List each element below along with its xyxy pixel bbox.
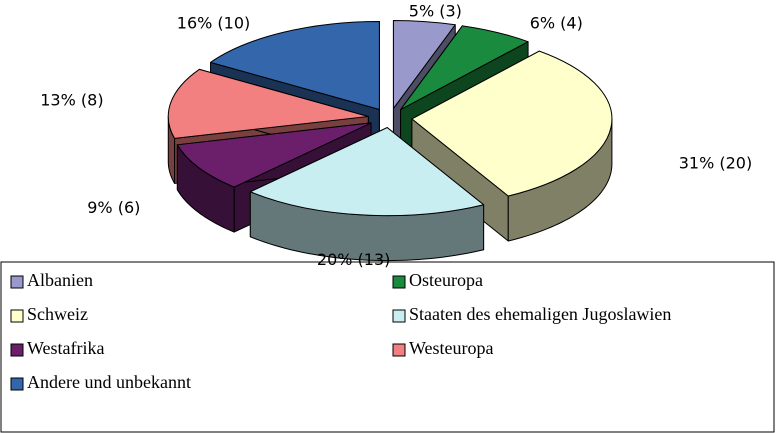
slice [411, 50, 613, 242]
data-label: 6% (4) [530, 13, 583, 32]
slice-top [249, 127, 485, 217]
legend-label: Schweiz [27, 304, 88, 324]
slice-top [176, 122, 372, 188]
slice-top [392, 19, 456, 109]
legend-label: Andere und unbekannt [27, 372, 191, 392]
slice-top [167, 68, 369, 139]
legend-label: Osteuropa [409, 270, 483, 290]
legend-label: Staaten des ehemaligen Jugoslawien [409, 304, 671, 324]
data-label: 9% (6) [87, 198, 140, 217]
slice-top [400, 25, 529, 111]
legend-swatch [392, 309, 406, 323]
legend-label: Albanien [27, 270, 93, 290]
slice [249, 127, 485, 262]
legend-box [0, 261, 775, 433]
legend-label: Westeuropa [409, 338, 494, 358]
legend-swatch [10, 309, 24, 323]
legend-swatch [392, 343, 406, 357]
data-label: 16% (10) [177, 13, 251, 32]
legend-swatch [10, 377, 24, 391]
slice-top [210, 21, 380, 111]
slice-top [411, 50, 613, 197]
legend-label: Westafrika [27, 338, 105, 358]
data-label: 13% (8) [40, 91, 103, 110]
data-label: 20% (13) [317, 250, 391, 269]
legend-swatch [10, 343, 24, 357]
legend-swatch [10, 275, 24, 289]
data-label: 5% (3) [409, 1, 462, 20]
legend-swatch [392, 275, 406, 289]
data-label: 31% (20) [679, 154, 753, 173]
